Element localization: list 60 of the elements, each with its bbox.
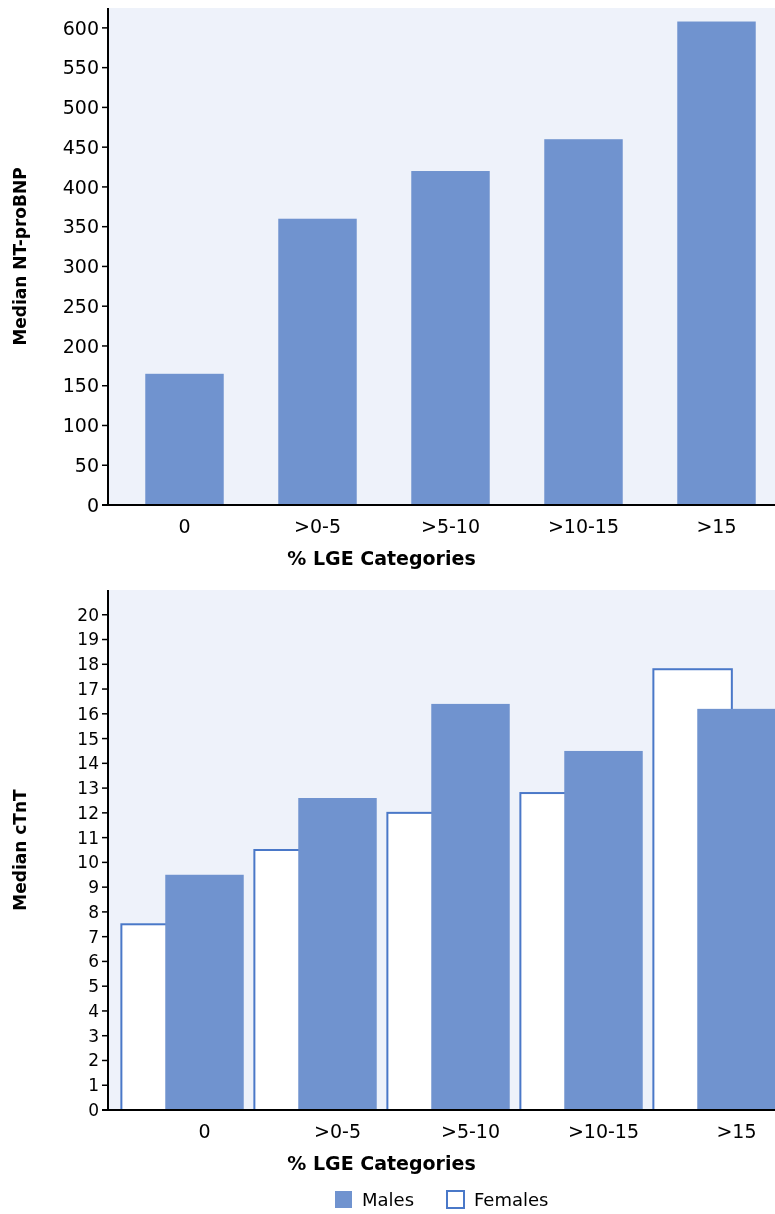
y-tick-label: 50: [74, 453, 99, 476]
y-tick-label: 17: [77, 679, 99, 699]
x-tick-label: >10-15: [567, 1120, 640, 1142]
y-tick-label: 0: [86, 493, 99, 516]
y-tick-label: 14: [77, 753, 99, 774]
y-tick-label: 500: [62, 96, 99, 119]
y-tick-label: 11: [77, 827, 99, 848]
x-axis-title: % LGE Categories: [287, 547, 476, 569]
x-tick-label: >0-5: [314, 1120, 361, 1142]
x-tick-label: >15: [696, 515, 737, 537]
x-tick-label: >10-15: [547, 515, 620, 537]
bar: [677, 21, 756, 505]
x-tick-label: >5-10: [440, 1120, 501, 1142]
y-axis-title: Median cTnT: [10, 788, 30, 911]
y-tick-label: 4: [88, 1000, 99, 1021]
y-tick-label: 9: [88, 877, 99, 898]
y-tick-label: 0: [88, 1099, 99, 1120]
y-tick-label: 3: [88, 1025, 99, 1046]
x-tick-label: >5-10: [420, 515, 481, 537]
bar: [544, 139, 623, 505]
y-tick-label: 16: [77, 703, 99, 724]
x-tick-label: >0-5: [294, 515, 341, 537]
y-tick-label: 300: [62, 255, 99, 278]
y-tick-label: 19: [77, 629, 99, 650]
y-tick-label: 450: [62, 135, 99, 158]
legend-label: Females: [474, 1189, 549, 1211]
y-tick-label: 7: [88, 926, 99, 947]
y-tick-label: 600: [62, 16, 99, 39]
y-tick-label: 400: [62, 175, 99, 198]
y-tick-label: 13: [77, 778, 99, 799]
y-tick-label: 1: [88, 1075, 99, 1096]
bar: [411, 171, 490, 505]
y-tick-label: 2: [88, 1050, 99, 1071]
bar: [145, 373, 224, 505]
y-tick-label: 10: [77, 852, 99, 873]
y-tick-label: 250: [62, 294, 99, 317]
legend-label: Males: [362, 1189, 415, 1211]
y-tick-label: 15: [77, 728, 99, 749]
bar: [298, 798, 377, 1110]
bar: [564, 750, 643, 1110]
x-tick-label: 0: [198, 1120, 211, 1142]
x-axis-title: % LGE Categories: [287, 1152, 476, 1174]
y-tick-label: 20: [77, 604, 99, 625]
bar: [278, 218, 357, 505]
bar: [431, 703, 510, 1110]
y-tick-label: 8: [88, 901, 99, 922]
y-tick-label: 12: [77, 802, 99, 823]
y-tick-label: 550: [62, 56, 99, 79]
y-tick-label: 350: [62, 215, 99, 238]
y-tick-label: 200: [62, 334, 99, 357]
y-tick-label: 150: [62, 374, 99, 397]
y-axis-title: Median NT-proBNP: [10, 167, 30, 346]
x-tick-label: >15: [716, 1120, 757, 1142]
x-tick-label: 0: [178, 515, 191, 537]
y-tick-label: 18: [77, 654, 99, 675]
y-tick-label: 6: [88, 951, 99, 972]
bar: [165, 874, 244, 1110]
y-tick-label: 5: [88, 976, 99, 997]
bar: [697, 708, 775, 1110]
y-tick-label: 100: [62, 414, 99, 437]
